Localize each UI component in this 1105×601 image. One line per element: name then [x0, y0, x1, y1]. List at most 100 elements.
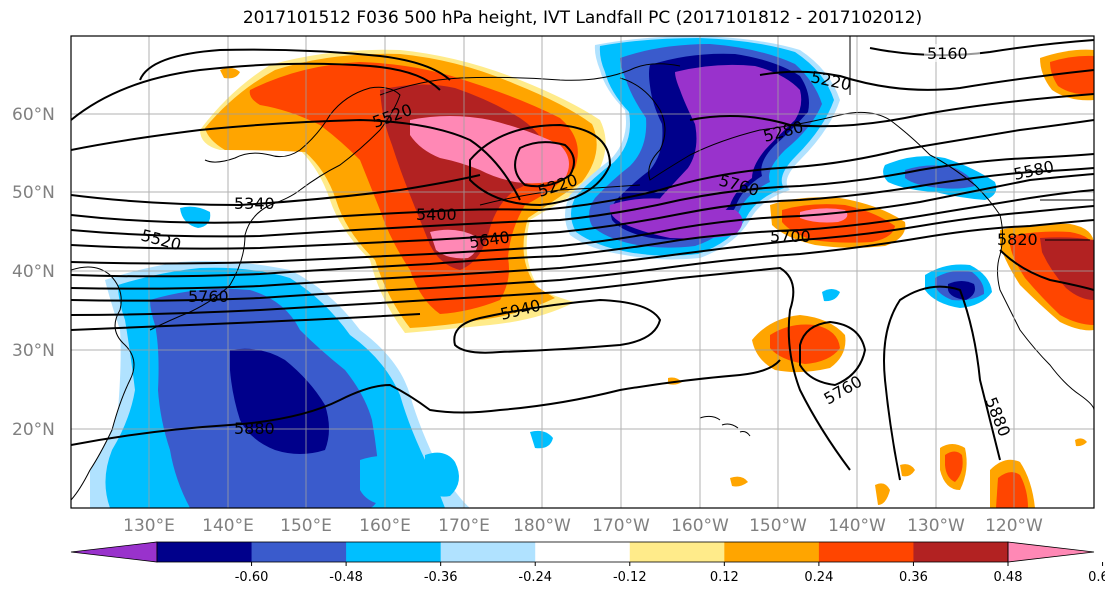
lon-label: 160°W: [671, 516, 729, 536]
lon-label: 130°E: [123, 516, 175, 536]
colorbar-segment: [629, 542, 725, 562]
colorbar-extend-low: [70, 541, 158, 563]
contour-5280-goa: [689, 93, 1094, 128]
lat-label-50n: 50°N: [12, 183, 55, 203]
shade-redorange-30n: [770, 324, 840, 364]
shade-redorange-se-corner: [996, 472, 1028, 508]
contour-label: 5700: [770, 227, 811, 246]
contour-label: 5820: [997, 230, 1038, 249]
shade-small-cyan-1: [360, 456, 414, 506]
contour-label: 5760: [188, 287, 229, 306]
ivt-shading: [90, 36, 1094, 508]
colorbar-tick-label: -0.48: [329, 570, 363, 585]
coastline-alaska: [619, 77, 1094, 411]
coastline-kurils-kamchatka: [204, 86, 401, 191]
contour-5640: [71, 189, 1094, 278]
shade-redorange-se-2: [945, 451, 963, 482]
coastline-siberia: [379, 63, 681, 96]
map-frame: [70, 35, 1095, 509]
colorbar-tick-label: 0.12: [710, 570, 739, 585]
colorbar-tick-label: -0.12: [613, 570, 647, 585]
colorbar-tick-label: 0.60: [1088, 570, 1105, 585]
coastlines: [71, 36, 1094, 501]
shade-wpac-navy: [230, 348, 329, 454]
contour-5160: [869, 39, 1094, 57]
contour-north-2: [71, 62, 441, 121]
contour-5880-east: [883, 285, 1001, 481]
lon-label: 160°E: [359, 516, 411, 536]
contour-5880: [71, 313, 421, 331]
contour-5220-goa: [759, 69, 1094, 91]
shade-goa-purple: [654, 64, 802, 227]
lon-label: 170°W: [592, 516, 650, 536]
contour-label: 5160: [927, 44, 968, 63]
contour-5520-lower: [71, 167, 1094, 250]
shade-darkred-west-coast: [1040, 237, 1094, 300]
contour-5220-low: [514, 141, 575, 188]
shade-orange-se-4: [875, 483, 890, 505]
contour-5880-south: [71, 359, 781, 446]
contour-north-1: [139, 48, 451, 81]
shade-small-cyan-2: [425, 452, 459, 497]
colorbar-extend-high: [1007, 541, 1095, 563]
contour-5760: [71, 219, 1094, 302]
lon-label: 180°W: [513, 516, 571, 536]
colorbar-tick-label: -0.60: [235, 570, 269, 585]
contour-5520: [71, 118, 521, 201]
lon-label: 120°W: [985, 516, 1043, 536]
colorbar-tick-label: -0.36: [424, 570, 458, 585]
contour-5340: [71, 174, 481, 207]
contour-5400: [71, 119, 1094, 224]
contour-5700: [71, 205, 1094, 290]
colorbar-segment: [818, 542, 914, 562]
lon-label: 150°E: [280, 516, 332, 536]
coastline-asia: [71, 266, 135, 501]
lon-label: 140°W: [828, 516, 886, 536]
colorbar-tick-label: 0.48: [994, 570, 1023, 585]
colorbar-segment: [440, 542, 536, 562]
lon-label: 130°W: [907, 516, 965, 536]
colorbar-segment: [724, 542, 820, 562]
lat-label-60n: 60°N: [12, 105, 55, 125]
colorbar-segment: [157, 542, 253, 562]
lon-label: 150°W: [749, 516, 807, 536]
lat-label-40n: 40°N: [12, 262, 55, 282]
contour-label: 5340: [234, 194, 275, 213]
latitude-labels: 60°N 50°N 40°N 30°N 20°N: [12, 105, 55, 440]
contour-5580: [71, 173, 1094, 265]
colorbar: -0.60 -0.48 -0.36 -0.24 -0.12 0.12 0.24 0.36 0.4…: [70, 541, 1105, 585]
colorbar-segment: [346, 542, 442, 562]
contour-5760-low: [799, 320, 867, 387]
lon-label: 170°E: [438, 516, 490, 536]
contour-label: 5880: [234, 419, 275, 438]
colorbar-segment: [535, 542, 631, 562]
coastline-hawaii: [699, 415, 751, 437]
shade-pink-45n: [800, 208, 848, 223]
contour-east-coast: [999, 249, 1094, 291]
figure-title: 2017101512 F036 500 hPa height, IVT Land…: [242, 8, 923, 28]
colorbar-segment: [913, 542, 1009, 562]
shade-orange-se-3: [900, 464, 915, 477]
coastline-usa-border: [849, 36, 1094, 241]
colorbar-outline: [156, 541, 1009, 563]
shade-orange-se-7: [1075, 438, 1087, 447]
shade-orange-se-5: [730, 476, 748, 487]
colorbar-segment: [251, 542, 347, 562]
map-panel: 5160 5220 5520 5280 5580 5220 5760 5340 …: [71, 36, 1094, 508]
contour-label: 5400: [416, 205, 457, 224]
height-contours: [71, 39, 1094, 481]
contour-labels: 5160 5220 5520 5280 5580 5220 5760 5340 …: [139, 44, 1056, 439]
shade-navy-40n: [948, 281, 975, 300]
contour-5820: [71, 266, 851, 471]
shade-small-cyan-5: [822, 289, 840, 302]
shade-small-yellow-1: [220, 67, 240, 79]
longitude-labels: 130°E 140°E 150°E 160°E 170°E 180°W 170°…: [123, 516, 1043, 536]
colorbar-tick-label: 0.24: [804, 570, 833, 585]
lon-label: 140°E: [202, 516, 254, 536]
contour-5460: [71, 153, 1094, 238]
contour-5940: [453, 298, 662, 354]
colorbar-tick-label: -0.24: [518, 570, 552, 585]
lat-label-20n: 20°N: [12, 420, 55, 440]
contour-5280-low: [469, 123, 612, 207]
